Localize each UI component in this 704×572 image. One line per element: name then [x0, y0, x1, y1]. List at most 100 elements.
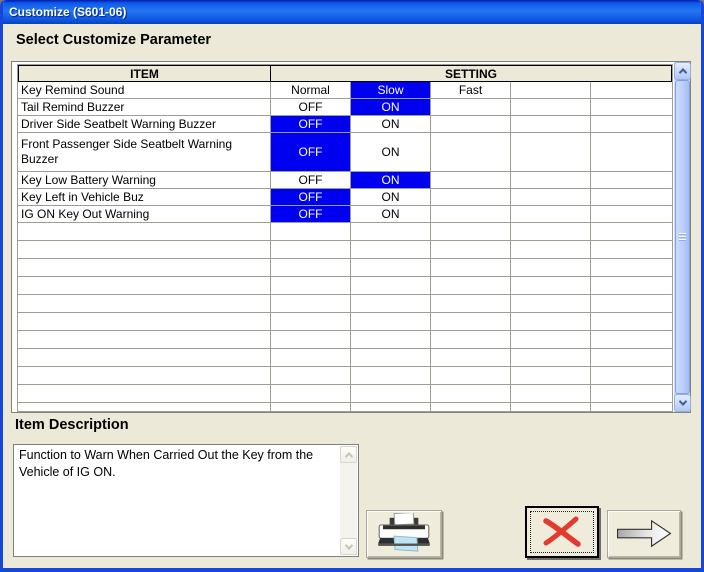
empty-item-cell: [18, 295, 271, 313]
empty-setting-cell: [271, 277, 351, 295]
table-row: Key Left in Vehicle Buz OFF ON: [18, 189, 672, 206]
empty-setting-cell: [511, 349, 591, 367]
empty-item-cell: [18, 241, 271, 259]
print-button[interactable]: [366, 510, 442, 558]
description-scroll-up-button[interactable]: [340, 446, 357, 463]
empty-item-cell: [18, 277, 271, 295]
setting-option[interactable]: ON: [351, 116, 431, 133]
setting-option[interactable]: OFF: [271, 133, 351, 172]
setting-option[interactable]: ON: [351, 99, 431, 116]
right-arrow-icon: [616, 519, 672, 548]
empty-setting-cell: [351, 349, 431, 367]
setting-option[interactable]: Slow: [351, 82, 431, 99]
setting-option[interactable]: Normal: [271, 82, 351, 99]
setting-option[interactable]: ON: [351, 206, 431, 223]
setting-option[interactable]: ON: [351, 172, 431, 189]
empty-setting-cell: [271, 295, 351, 313]
setting-empty-cell: [431, 133, 511, 172]
setting-option[interactable]: OFF: [271, 116, 351, 133]
table-scrollbar[interactable]: [673, 62, 691, 412]
empty-setting-cell: [271, 367, 351, 385]
empty-setting-cell: [271, 349, 351, 367]
empty-table-row: [18, 241, 672, 259]
empty-item-cell: [18, 223, 271, 241]
table-row: Key Low Battery Warning OFF ON: [18, 172, 672, 189]
item-cell: Driver Side Seatbelt Warning Buzzer: [18, 116, 271, 133]
window-title: Customize (S601-06): [9, 5, 127, 19]
empty-setting-cell: [351, 259, 431, 277]
setting-empty-cell: [431, 172, 511, 189]
setting-empty-cell: [511, 206, 591, 223]
empty-item-cell: [18, 403, 271, 411]
setting-option[interactable]: Fast: [431, 82, 511, 99]
table-row: IG ON Key Out Warning OFF ON: [18, 206, 672, 223]
title-bar[interactable]: Customize (S601-06): [3, 0, 701, 24]
empty-setting-cell: [591, 277, 672, 295]
chevron-down-icon: [678, 397, 687, 406]
scroll-up-button[interactable]: [674, 62, 691, 80]
item-cell: Front Passenger Side Seatbelt Warning Bu…: [18, 133, 271, 172]
setting-empty-cell: [511, 172, 591, 189]
empty-item-cell: [18, 313, 271, 331]
empty-table-row: [18, 295, 672, 313]
empty-setting-cell: [591, 385, 672, 403]
setting-empty-cell: [431, 99, 511, 116]
empty-setting-cell: [431, 313, 511, 331]
empty-setting-cell: [271, 259, 351, 277]
setting-option[interactable]: OFF: [271, 206, 351, 223]
setting-empty-cell: [591, 82, 672, 99]
setting-option[interactable]: OFF: [271, 189, 351, 206]
empty-setting-cell: [351, 313, 431, 331]
setting-empty-cell: [591, 116, 672, 133]
description-scrollbar: [340, 446, 357, 555]
empty-table-row: [18, 259, 672, 277]
empty-setting-cell: [511, 295, 591, 313]
item-cell: Key Left in Vehicle Buz: [18, 189, 271, 206]
empty-setting-cell: [271, 385, 351, 403]
empty-setting-cell: [351, 223, 431, 241]
scroll-down-button[interactable]: [674, 394, 691, 412]
setting-option[interactable]: OFF: [271, 172, 351, 189]
empty-setting-cell: [431, 385, 511, 403]
item-cell: Key Remind Sound: [18, 82, 271, 99]
cancel-button[interactable]: [525, 506, 599, 558]
empty-setting-cell: [591, 349, 672, 367]
chevron-up-icon: [344, 451, 353, 461]
empty-setting-cell: [591, 223, 672, 241]
empty-setting-cell: [511, 331, 591, 349]
empty-setting-cell: [351, 295, 431, 313]
empty-setting-cell: [271, 241, 351, 259]
setting-empty-cell: [511, 99, 591, 116]
printer-icon: [378, 513, 430, 552]
setting-option[interactable]: ON: [351, 189, 431, 206]
setting-empty-cell: [591, 206, 672, 223]
description-scroll-down-button[interactable]: [340, 538, 357, 555]
page-title: Select Customize Parameter: [16, 32, 212, 48]
empty-setting-cell: [431, 403, 511, 411]
empty-setting-cell: [431, 331, 511, 349]
red-x-icon: [543, 516, 581, 547]
empty-setting-cell: [431, 367, 511, 385]
empty-item-cell: [18, 385, 271, 403]
empty-table-row: [18, 277, 672, 295]
setting-option[interactable]: ON: [351, 133, 431, 172]
setting-option[interactable]: OFF: [271, 99, 351, 116]
column-header-item: ITEM: [18, 65, 271, 82]
setting-empty-cell: [431, 116, 511, 133]
chevron-down-icon: [344, 540, 353, 550]
setting-empty-cell: [431, 206, 511, 223]
empty-setting-cell: [511, 385, 591, 403]
empty-setting-cell: [351, 403, 431, 411]
empty-setting-cell: [591, 259, 672, 277]
table-row: Tail Remind Buzzer OFF ON: [18, 99, 672, 116]
empty-table-row: [18, 223, 672, 241]
empty-setting-cell: [351, 277, 431, 295]
empty-item-cell: [18, 331, 271, 349]
next-button[interactable]: [607, 510, 681, 558]
scrollbar-thumb[interactable]: [675, 80, 690, 394]
empty-setting-cell: [511, 403, 591, 411]
empty-setting-cell: [431, 223, 511, 241]
empty-table-row: [18, 367, 672, 385]
settings-grid: ITEM SETTING Key Remind Sound Normal Slow F…: [17, 64, 673, 412]
